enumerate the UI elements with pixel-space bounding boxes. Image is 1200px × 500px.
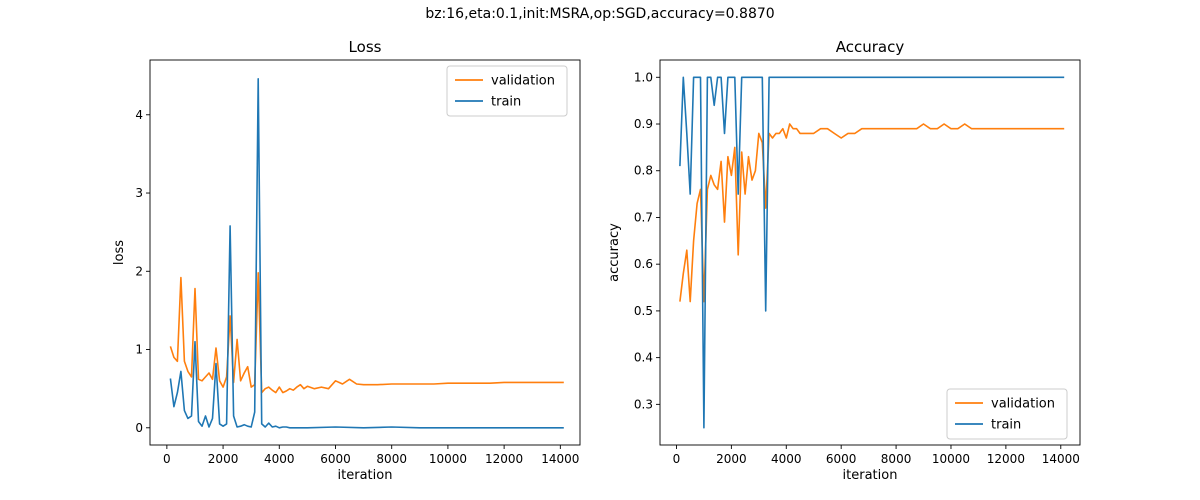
- y-tick-label: 1: [135, 343, 143, 357]
- y-tick-label: 0.4: [634, 351, 653, 365]
- series-line-validation: [679, 123, 1065, 303]
- y-tick-label: 0.9: [634, 117, 653, 131]
- x-tick-label: 8000: [376, 452, 407, 466]
- legend-label-train: train: [491, 95, 521, 110]
- y-tick-label: 1.0: [634, 70, 653, 84]
- y-tick-label: 2: [135, 264, 143, 278]
- chart-title: Loss: [349, 38, 382, 56]
- x-tick-label: 14000: [541, 452, 579, 466]
- chart-title: Accuracy: [836, 38, 905, 56]
- y-axis-label: loss: [112, 240, 127, 265]
- series-line-train: [679, 76, 1065, 429]
- y-axis-label: accuracy: [607, 223, 622, 282]
- x-axis-label: iteration: [843, 468, 898, 483]
- x-tick-label: 4000: [771, 452, 802, 466]
- legend-label-validation: validation: [491, 74, 555, 89]
- series-line-validation: [169, 271, 564, 394]
- figure-title: bz:16,eta:0.1,init:MSRA,op:SGD,accuracy=…: [425, 6, 775, 22]
- legend-label-train: train: [991, 418, 1021, 433]
- legend-box: [946, 388, 1068, 440]
- chart-loss: Loss 0 2000 4000 6000 8000 10000 12000 14000 0 1 2 3…: [112, 38, 581, 483]
- axes-frame: [659, 59, 1081, 446]
- x-tick-label: 0: [163, 452, 171, 466]
- x-tick-label: 6000: [320, 452, 351, 466]
- legend: validation train: [446, 65, 568, 117]
- x-tick-label: 14000: [1042, 452, 1080, 466]
- x-tick-label: 0: [673, 452, 681, 466]
- y-tick-label: 0.6: [634, 257, 653, 271]
- legend: validation train: [946, 388, 1068, 440]
- legend-label-validation: validation: [991, 397, 1055, 412]
- axes-frame: [149, 59, 581, 446]
- y-tick-label: 4: [135, 108, 143, 122]
- series-line-train: [169, 78, 564, 429]
- x-tick-label: 8000: [881, 452, 912, 466]
- x-tick-label: 6000: [826, 452, 857, 466]
- y-tick-label: 0.8: [634, 164, 653, 178]
- y-tick-label: 0.5: [634, 304, 653, 318]
- x-axis-label: iteration: [338, 468, 393, 483]
- x-tick-label: 10000: [429, 452, 467, 466]
- y-tick-label: 3: [135, 186, 143, 200]
- x-tick-label: 10000: [932, 452, 970, 466]
- y-tick-label: 0.3: [634, 397, 653, 411]
- legend-box: [446, 65, 568, 117]
- x-tick-label: 12000: [485, 452, 523, 466]
- y-tick-label: 0: [135, 421, 143, 435]
- x-tick-label: 2000: [716, 452, 747, 466]
- y-tick-label: 0.7: [634, 210, 653, 224]
- x-tick-label: 12000: [987, 452, 1025, 466]
- x-tick-label: 4000: [264, 452, 295, 466]
- x-tick-label: 2000: [208, 452, 239, 466]
- chart-accuracy: Accuracy 0 2000 4000 6000 8000 10000 12000 14000…: [607, 38, 1081, 483]
